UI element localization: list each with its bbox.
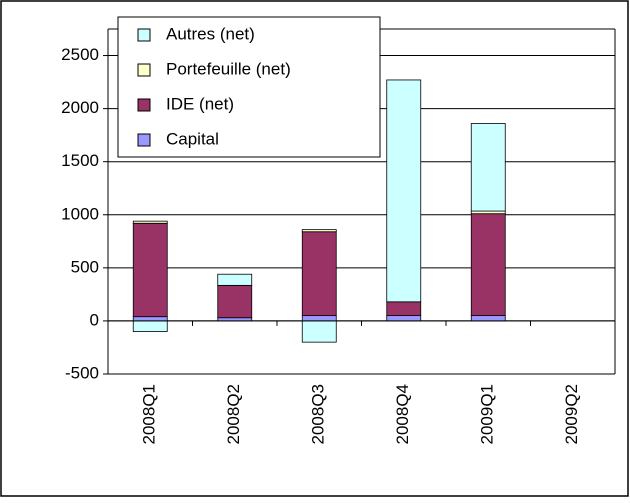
- bar-segment: [470, 315, 506, 322]
- y-tick-label: 1500: [61, 151, 99, 170]
- bar-segment: [386, 315, 422, 322]
- legend-label: IDE (net): [166, 94, 234, 113]
- x-tick-label: 2008Q3: [309, 384, 328, 445]
- bar-segment: [132, 220, 168, 224]
- bar-segment: [301, 229, 337, 233]
- bar-segment: [470, 123, 506, 212]
- bar-segment: [132, 222, 168, 318]
- x-tick-label: 2008Q1: [140, 384, 159, 445]
- x-tick-label: 2009Q1: [478, 384, 497, 445]
- bar-segment: [386, 79, 422, 303]
- bar-segment: [386, 301, 422, 317]
- bar-segment: [470, 213, 506, 317]
- x-tick-label: 2009Q2: [562, 384, 581, 445]
- legend-label: Autres (net): [166, 24, 255, 43]
- x-tick-label: 2008Q4: [393, 384, 412, 445]
- y-tick-label: 0: [90, 310, 99, 329]
- y-tick-label: 2000: [61, 98, 99, 117]
- legend: Autres (net) Portefeuille (net) IDE (net) C…: [117, 16, 381, 158]
- legend-swatch: [137, 98, 151, 112]
- legend-label: Capital: [166, 129, 219, 148]
- bar-segment: [217, 273, 253, 286]
- bar-segment: [217, 284, 253, 319]
- y-tick-label: 500: [71, 257, 99, 276]
- bar-segment: [301, 231, 337, 317]
- bar-segment: [132, 320, 168, 332]
- legend-label: Portefeuille (net): [166, 59, 291, 78]
- legend-swatch: [137, 133, 151, 147]
- legend-swatch: [137, 63, 151, 77]
- y-tick-label: 1000: [61, 204, 99, 223]
- legend-swatch: [137, 28, 151, 42]
- x-tick-label: 2008Q2: [224, 384, 243, 445]
- bar-segment: [301, 315, 337, 322]
- y-tick-label: 2500: [61, 45, 99, 64]
- legend-box: [117, 16, 381, 158]
- bar-segment: [301, 320, 337, 343]
- y-tick-label: -500: [65, 363, 99, 382]
- bar-segment: [132, 316, 168, 322]
